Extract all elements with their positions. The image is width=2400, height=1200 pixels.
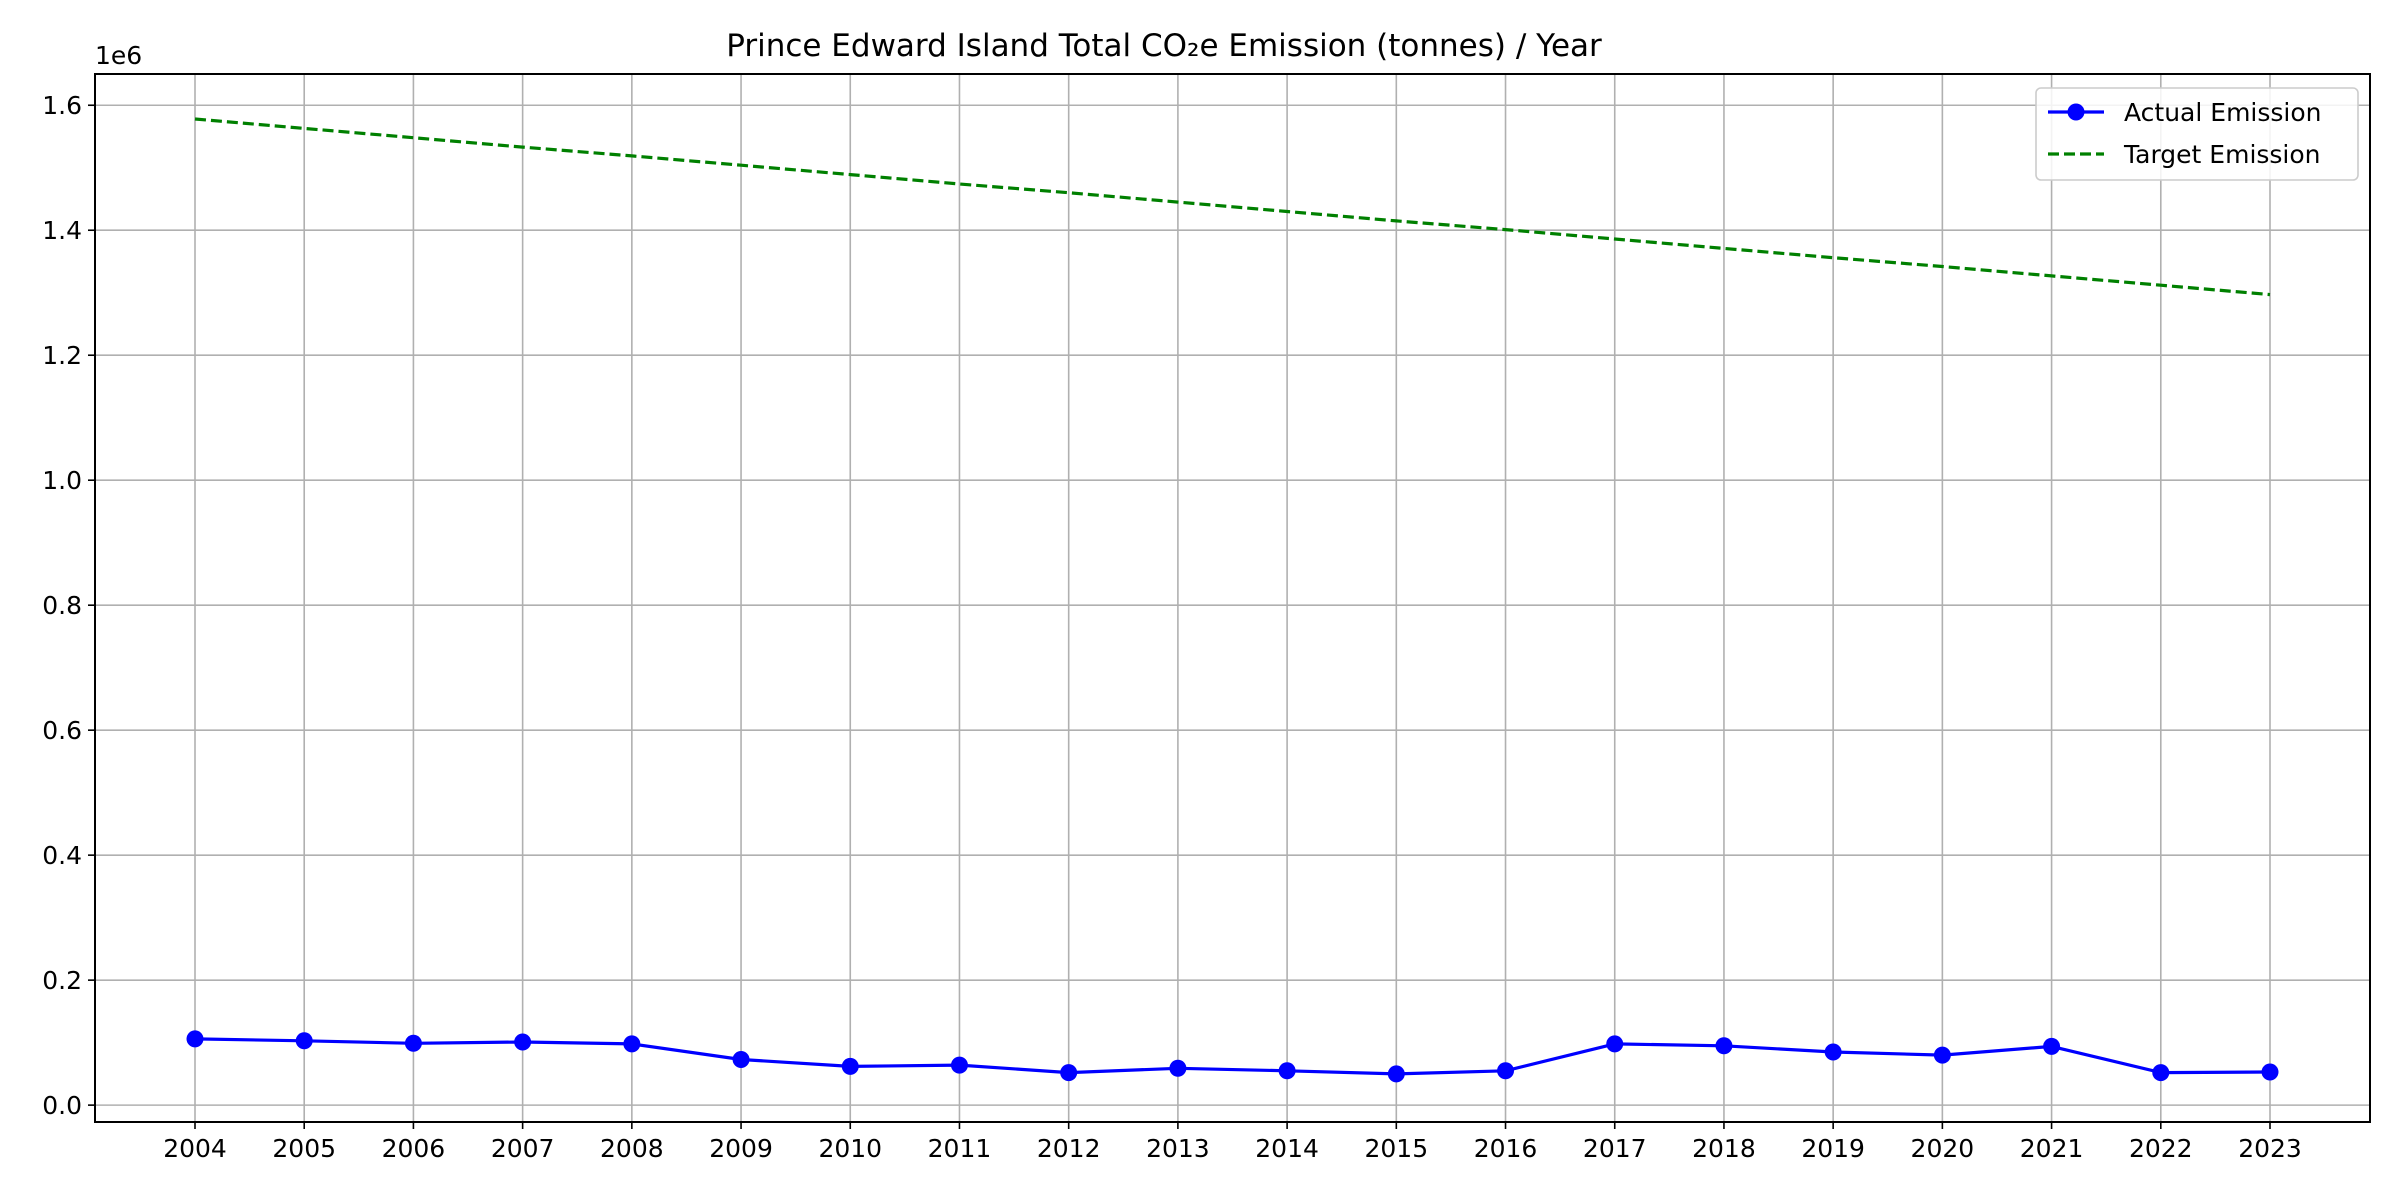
y-tick-label: 0.6	[42, 716, 82, 745]
data-point	[186, 1030, 204, 1048]
x-tick-label: 2008	[600, 1134, 664, 1163]
data-point	[1497, 1062, 1515, 1080]
y-tick-label: 0.0	[42, 1091, 82, 1120]
data-point	[950, 1056, 968, 1074]
series-layer	[186, 117, 2279, 1083]
x-tick-label: 2019	[1801, 1134, 1865, 1163]
data-point	[1933, 1046, 1951, 1064]
series-line-1	[194, 117, 2271, 297]
y-tick-label: 0.4	[42, 841, 82, 870]
x-tick-label: 2013	[1146, 1134, 1210, 1163]
legend-box	[2035, 87, 2359, 181]
data-point	[404, 1034, 422, 1052]
legend: Actual Emission Target Emission	[2035, 87, 2359, 181]
data-point	[1060, 1064, 1078, 1082]
x-tick-label: 2011	[928, 1134, 992, 1163]
y-tick-label: 1.6	[42, 91, 82, 120]
legend-label: Target Emission	[2123, 140, 2321, 169]
data-point	[732, 1051, 750, 1069]
data-point	[1606, 1035, 1624, 1053]
data-point	[2261, 1063, 2279, 1081]
grid-lines	[95, 74, 2370, 1122]
chart-title: Prince Edward Island Total CO₂e Emission…	[726, 28, 1602, 64]
x-tick-label: 2016	[1474, 1134, 1538, 1163]
data-point	[2043, 1037, 2061, 1055]
x-tick-label: 2007	[491, 1134, 555, 1163]
x-tick-label: 2018	[1692, 1134, 1756, 1163]
x-tick-label: 2017	[1583, 1134, 1647, 1163]
data-point	[623, 1035, 641, 1053]
data-point	[295, 1032, 313, 1050]
data-point	[1278, 1062, 1296, 1080]
x-tick-label: 2021	[2020, 1134, 2084, 1163]
x-tick-label: 2005	[272, 1134, 336, 1163]
y-tick-label: 1.2	[42, 341, 82, 370]
data-point	[841, 1057, 859, 1075]
data-point	[1824, 1043, 1842, 1061]
y-tick-label: 1.0	[42, 466, 82, 495]
x-tick-label: 2022	[2129, 1134, 2193, 1163]
legend-label: Actual Emission	[2124, 98, 2322, 127]
x-tick-label: 2023	[2238, 1134, 2302, 1163]
x-tick-label: 2006	[382, 1134, 446, 1163]
x-tick-label: 2012	[1037, 1134, 1101, 1163]
legend-swatch-marker	[2067, 103, 2085, 121]
y-tick-label: 1.4	[42, 216, 82, 245]
plot-frame	[94, 73, 2371, 1123]
axis-ticks: 2004 2005 2006 2007 2008 2009 2010 2011 2012 2013…	[42, 91, 2302, 1163]
series-line-0	[194, 1037, 2271, 1076]
data-point	[1169, 1059, 1187, 1077]
y-tick-label: 0.8	[42, 591, 82, 620]
data-point	[1387, 1065, 1405, 1083]
data-point	[514, 1033, 532, 1051]
y-axis-offset-label: 1e6	[95, 41, 142, 70]
x-tick-label: 2010	[818, 1134, 882, 1163]
x-tick-label: 2009	[709, 1134, 773, 1163]
x-tick-label: 2014	[1255, 1134, 1319, 1163]
x-tick-label: 2015	[1365, 1134, 1429, 1163]
x-tick-label: 2020	[1911, 1134, 1975, 1163]
data-point	[1715, 1037, 1733, 1055]
x-tick-label: 2004	[163, 1134, 227, 1163]
y-tick-label: 0.2	[42, 966, 82, 995]
data-point	[2152, 1064, 2170, 1082]
